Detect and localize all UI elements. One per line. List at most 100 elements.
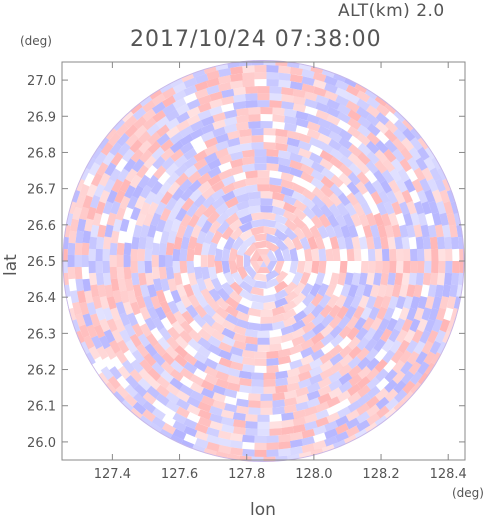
field-cell	[419, 178, 431, 192]
field-cell	[116, 132, 130, 147]
field-cell	[253, 273, 268, 282]
field-cell	[417, 212, 428, 226]
field-cell	[245, 86, 258, 94]
field-cell	[289, 359, 303, 370]
field-cell	[280, 332, 295, 343]
field-cell	[75, 195, 86, 209]
field-cell	[221, 424, 235, 434]
field-cell	[292, 102, 307, 113]
field-cell	[147, 224, 157, 238]
field-cell	[175, 283, 187, 298]
field-cell	[130, 261, 138, 274]
field-cell	[183, 85, 198, 97]
field-cell	[311, 322, 326, 336]
field-cell	[428, 307, 439, 322]
field-cell	[200, 288, 213, 303]
field-cell	[159, 300, 172, 315]
field-cell	[135, 295, 146, 309]
field-cell	[159, 207, 172, 222]
field-cell	[272, 392, 286, 401]
field-cell	[207, 241, 218, 256]
field-cell	[174, 345, 188, 359]
field-cell	[171, 320, 185, 335]
field-cell	[109, 142, 122, 156]
field-cell	[373, 338, 386, 353]
x-tick-label: 128.2	[362, 467, 399, 482]
field-cell	[263, 212, 277, 221]
field-cell	[390, 158, 404, 173]
field-cell	[229, 346, 244, 357]
field-cell	[292, 216, 307, 230]
field-cell	[207, 158, 222, 171]
field-cell	[286, 374, 301, 385]
field-cell	[165, 391, 180, 405]
field-cell	[187, 294, 200, 309]
field-cell	[320, 324, 334, 338]
field-cell	[358, 272, 368, 286]
field-cell	[266, 65, 279, 73]
field-cell	[206, 434, 220, 445]
field-cell	[176, 103, 190, 116]
field-cell	[131, 236, 140, 250]
field-cell	[120, 109, 134, 123]
field-cell	[232, 179, 247, 190]
field-cell	[190, 382, 204, 394]
field-cell	[298, 378, 312, 389]
field-cell	[238, 370, 252, 380]
field-cell	[138, 272, 147, 286]
field-cell	[172, 82, 187, 94]
field-cell	[358, 295, 370, 309]
field-cell	[117, 142, 131, 157]
field-cell	[160, 139, 174, 152]
field-cell	[224, 305, 239, 318]
field-cell	[383, 148, 397, 163]
field-cell	[281, 87, 294, 96]
field-cell	[194, 423, 209, 434]
field-cell	[238, 135, 252, 145]
field-cell	[82, 278, 91, 292]
field-cell	[209, 98, 223, 109]
field-cell	[348, 162, 362, 177]
field-cell	[335, 431, 349, 443]
field-cell	[290, 431, 304, 441]
y-tick-label: 26.1	[27, 400, 56, 415]
field-cell	[278, 348, 292, 358]
field-cell	[142, 100, 156, 113]
field-cell	[347, 125, 362, 139]
field-cell	[266, 278, 280, 289]
field-cell	[345, 425, 360, 438]
field-cell	[217, 82, 232, 92]
y-axis-unit: (deg)	[20, 34, 52, 48]
field-cell	[197, 337, 212, 350]
field-cell	[436, 236, 446, 250]
field-cell	[357, 393, 372, 407]
field-cell	[158, 242, 167, 256]
field-cell	[238, 280, 253, 294]
field-cell	[172, 248, 181, 261]
field-cell	[107, 132, 121, 147]
field-cell	[366, 412, 381, 426]
field-cell	[391, 224, 402, 238]
field-cell	[389, 339, 402, 354]
field-cell	[257, 93, 270, 101]
field-cell	[366, 96, 381, 110]
field-cell	[347, 117, 362, 131]
field-cell	[382, 158, 396, 173]
field-cell	[84, 290, 94, 304]
field-cell	[274, 261, 285, 275]
field-cell	[451, 236, 460, 250]
field-cell	[267, 261, 278, 274]
field-cell	[115, 350, 128, 364]
field-cell	[173, 354, 188, 368]
field-cell	[238, 377, 252, 387]
field-cell	[277, 150, 291, 160]
field-cell	[263, 226, 277, 236]
field-cell	[295, 401, 309, 412]
x-axis-label: lon	[250, 500, 276, 520]
field-cell	[318, 213, 332, 228]
field-cell	[269, 343, 282, 352]
field-cell	[221, 261, 231, 274]
field-cell	[315, 272, 326, 286]
field-cell	[406, 200, 417, 215]
field-cell	[238, 228, 253, 242]
